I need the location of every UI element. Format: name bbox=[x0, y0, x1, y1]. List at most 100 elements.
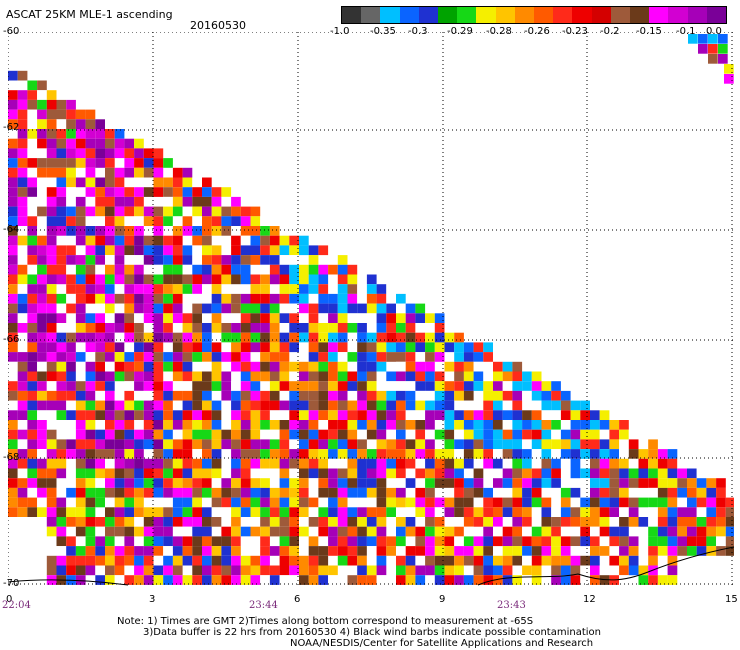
swath-pixel bbox=[270, 439, 280, 449]
swath-pixel bbox=[590, 507, 600, 517]
swath-pixel bbox=[512, 391, 522, 401]
swath-pixel bbox=[192, 401, 202, 411]
swath-pixel bbox=[348, 381, 358, 391]
swath-pixel bbox=[27, 158, 37, 168]
swath-pixel bbox=[202, 323, 212, 333]
swath-pixel bbox=[318, 420, 328, 430]
swath-pixel bbox=[309, 507, 319, 517]
swath-pixel bbox=[8, 362, 18, 372]
swath-pixel bbox=[86, 313, 96, 323]
swath-pixel bbox=[37, 313, 47, 323]
swath-pixel bbox=[357, 342, 367, 352]
swath-pixel bbox=[464, 536, 474, 546]
swath-pixel bbox=[95, 187, 105, 197]
swath-pixel bbox=[512, 372, 522, 382]
swath-pixel bbox=[708, 44, 718, 54]
swath-pixel bbox=[561, 420, 571, 430]
swath-pixel bbox=[115, 488, 125, 498]
swath-pixel bbox=[86, 158, 96, 168]
swath-pixel bbox=[8, 323, 18, 333]
swath-pixel bbox=[27, 187, 37, 197]
swath-pixel bbox=[18, 381, 28, 391]
swath-pixel bbox=[503, 469, 513, 479]
swath-pixel bbox=[280, 245, 290, 255]
swath-pixel bbox=[348, 449, 358, 459]
swath-pixel bbox=[231, 469, 241, 479]
swath-pixel bbox=[309, 401, 319, 411]
swath-pixel bbox=[57, 168, 67, 178]
swath-pixel bbox=[183, 488, 193, 498]
swath-pixel bbox=[396, 575, 406, 585]
swath-pixel bbox=[231, 313, 241, 323]
swath-pixel bbox=[124, 449, 134, 459]
swath-pixel bbox=[105, 352, 115, 362]
swath-pixel bbox=[144, 575, 154, 585]
swath-pixel bbox=[115, 556, 125, 566]
swath-pixel bbox=[66, 381, 76, 391]
swath-pixel bbox=[386, 536, 396, 546]
swath-pixel bbox=[280, 410, 290, 420]
swath-pixel bbox=[144, 469, 154, 479]
swath-pixel bbox=[600, 566, 610, 576]
swath-pixel bbox=[551, 556, 561, 566]
swath-pixel bbox=[76, 226, 86, 236]
swath-pixel bbox=[474, 546, 484, 556]
swath-pixel bbox=[183, 449, 193, 459]
swath-pixel bbox=[134, 236, 144, 246]
swath-pixel bbox=[66, 265, 76, 275]
swath-pixel bbox=[415, 536, 425, 546]
swath-pixel bbox=[105, 284, 115, 294]
swath-pixel bbox=[47, 333, 57, 343]
swath-pixel bbox=[251, 488, 261, 498]
swath-pixel bbox=[241, 498, 251, 508]
swath-pixel bbox=[270, 401, 280, 411]
swath-pixel bbox=[609, 478, 619, 488]
swath-pixel bbox=[425, 342, 435, 352]
swath-pixel bbox=[425, 498, 435, 508]
swath-pixel bbox=[95, 178, 105, 188]
swath-pixel bbox=[86, 197, 96, 207]
swath-pixel bbox=[425, 536, 435, 546]
swath-pixel bbox=[76, 536, 86, 546]
swath-pixel bbox=[580, 410, 590, 420]
swath-pixel bbox=[183, 313, 193, 323]
swath-pixel bbox=[718, 54, 728, 64]
swath-pixel bbox=[66, 342, 76, 352]
swath-pixel bbox=[464, 381, 474, 391]
swath-pixel bbox=[66, 255, 76, 265]
swath-pixel bbox=[289, 566, 299, 576]
swath-pixel bbox=[202, 178, 212, 188]
swath-pixel bbox=[115, 410, 125, 420]
swath-pixel bbox=[309, 566, 319, 576]
swath-pixel bbox=[27, 245, 37, 255]
swath-pixel bbox=[18, 507, 28, 517]
swath-pixel bbox=[571, 498, 581, 508]
swath-pixel bbox=[47, 187, 57, 197]
swath-pixel bbox=[445, 372, 455, 382]
swath-pixel bbox=[154, 449, 164, 459]
swath-pixel bbox=[561, 488, 571, 498]
swath-pixel bbox=[124, 372, 134, 382]
swath-pixel bbox=[299, 575, 309, 585]
swath-pixel bbox=[571, 430, 581, 440]
swath-pixel bbox=[66, 245, 76, 255]
swath-pixel bbox=[95, 362, 105, 372]
swath-pixel bbox=[8, 148, 18, 158]
swath-pixel bbox=[105, 216, 115, 226]
swath-pixel bbox=[260, 342, 270, 352]
swath-pixel bbox=[406, 459, 416, 469]
swath-pixel bbox=[542, 556, 552, 566]
swath-pixel bbox=[590, 556, 600, 566]
swath-pixel bbox=[183, 536, 193, 546]
swath-pixel bbox=[309, 488, 319, 498]
swath-pixel bbox=[47, 207, 57, 217]
swath-pixel bbox=[212, 507, 222, 517]
swath-pixel bbox=[37, 148, 47, 158]
swath-pixel bbox=[396, 313, 406, 323]
swath-pixel bbox=[483, 507, 493, 517]
time-label: 23:44 bbox=[249, 600, 278, 611]
legend-swatch bbox=[496, 7, 515, 23]
swath-pixel bbox=[47, 245, 57, 255]
swath-pixel bbox=[338, 275, 348, 285]
swath-pixel bbox=[406, 391, 416, 401]
